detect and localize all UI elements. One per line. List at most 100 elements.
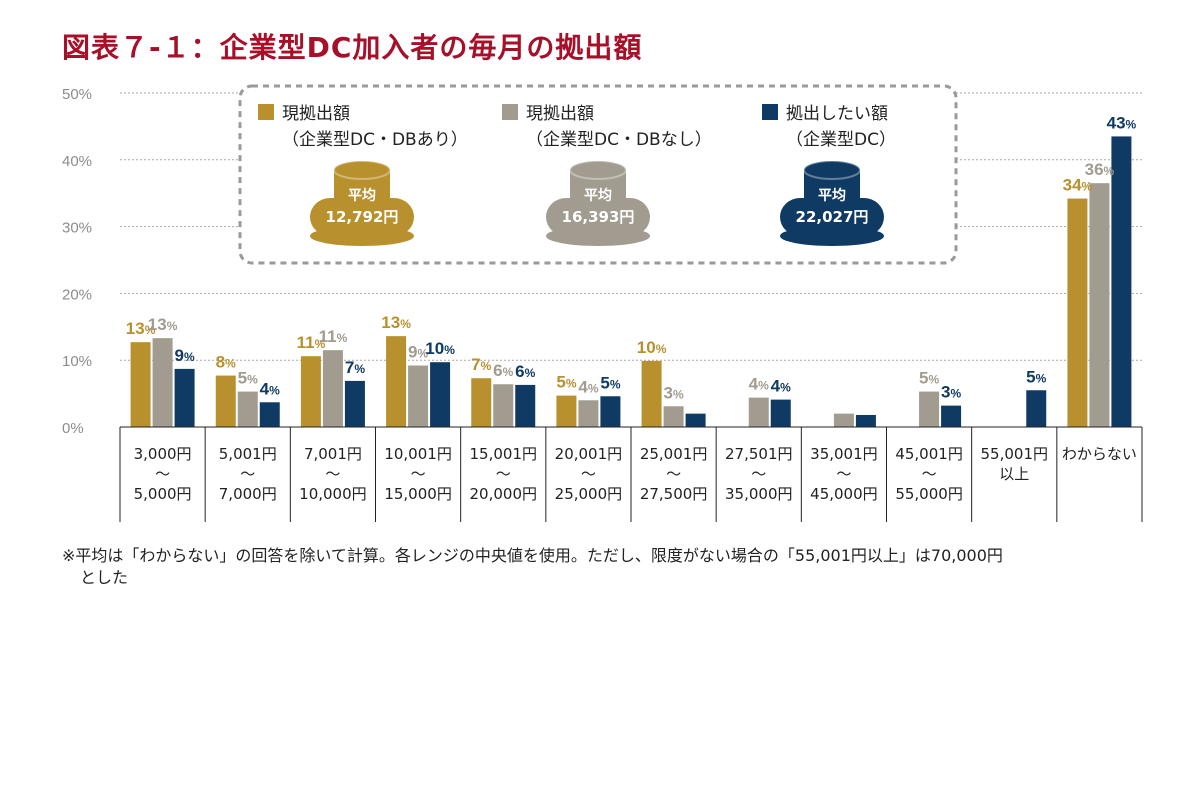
x-tick-label: 45,001円 <box>895 445 963 463</box>
coin-bottom-edge <box>546 226 650 246</box>
footnote-line-2: とした <box>80 568 129 587</box>
footnote-line-1: ※平均は「わからない」の回答を除いて計算。各レンジの中央値を使用。ただし、限度が… <box>62 546 1003 565</box>
x-tick-label: 15,001円 <box>470 445 538 463</box>
data-label: 5% <box>919 369 939 388</box>
x-tick-label: 3,000円 <box>134 445 192 463</box>
bar <box>430 362 451 427</box>
data-label: 10% <box>637 338 667 357</box>
bar <box>578 400 599 427</box>
bar <box>344 380 365 427</box>
coin-top-face <box>803 160 861 180</box>
coin-top-face <box>569 160 627 180</box>
data-label: 6% <box>493 361 513 380</box>
y-tick-label: 30% <box>62 220 92 237</box>
grid-layer: 0% 10% 20% 30% 40% 50% <box>62 86 1142 437</box>
y-tick-label: 50% <box>62 86 92 103</box>
data-label: 5% <box>556 373 576 392</box>
x-tick-label: ～ <box>581 465 596 483</box>
coin-top-edge <box>570 202 626 218</box>
data-label: 9% <box>408 343 428 362</box>
bar <box>215 375 236 427</box>
legend: 現拠出額 （企業型DC・DBあり） 平均 12,792円 現拠出額 （企業型DC・DBなし… <box>238 84 958 265</box>
coin-top-face <box>333 160 391 180</box>
legend-swatch <box>502 104 518 120</box>
data-label: 11% <box>319 327 348 346</box>
x-tick-label: 55,001円 <box>981 445 1049 463</box>
bar <box>322 350 343 427</box>
data-label: 4% <box>749 375 769 394</box>
x-tick-label: 7,001円 <box>304 445 362 463</box>
coin-average-label: 平均 <box>818 187 846 204</box>
data-labels-layer: 13%8%11%13%7%5%10%34%13%5%11%9%6%4% 3%4% 5… <box>126 113 1137 402</box>
data-label: 6% <box>515 362 535 381</box>
bar <box>833 413 854 427</box>
x-tick-label: ～ <box>751 465 766 483</box>
x-tick-label: ～ <box>666 465 681 483</box>
legend-sublabel: （企業型DC・DBあり） <box>282 130 468 150</box>
bar <box>515 384 536 427</box>
legend-swatch <box>258 104 274 120</box>
x-tick-label: わからない <box>1062 445 1137 463</box>
data-label: 3% <box>941 383 961 402</box>
page-title: 図表７-１：企業型DC加入者の毎月の拠出額 <box>62 31 643 64</box>
bar <box>600 396 621 427</box>
legend-swatch <box>762 104 778 120</box>
data-label: 34% <box>1063 176 1093 195</box>
bar <box>471 378 492 427</box>
data-label: 4% <box>771 377 791 396</box>
coin-stack-icon <box>780 160 884 246</box>
data-label: 5% <box>1026 367 1046 386</box>
coin-average-label: 平均 <box>348 187 376 204</box>
x-axis-layer: 3,000円 ～ 5,000円 5,001円 ～ 7,000円 7,001円 ～ 10,000円… <box>119 426 1143 522</box>
x-tick-label: ～ <box>836 465 851 483</box>
bar <box>1089 183 1110 427</box>
data-label: 9% <box>175 346 195 365</box>
y-tick-label: 20% <box>62 286 92 303</box>
bar <box>556 395 577 427</box>
x-tick-label: 5,000円 <box>134 485 192 503</box>
bar <box>493 384 514 427</box>
bar <box>174 368 195 427</box>
bar <box>685 413 706 427</box>
legend-sublabel: （企業型DC・DBなし） <box>526 130 712 150</box>
bar <box>259 402 280 427</box>
x-tick-label: 20,000円 <box>470 485 538 503</box>
bar <box>152 338 173 427</box>
x-tick-label: ～ <box>155 465 170 483</box>
x-tick-label: 27,501円 <box>725 445 793 463</box>
data-label: 13% <box>381 313 411 332</box>
bars-layer <box>130 136 1132 428</box>
y-tick-label: 40% <box>62 153 92 170</box>
bar <box>855 414 876 427</box>
bar <box>748 397 769 427</box>
data-label: 4% <box>578 377 598 396</box>
x-tick-label: ～ <box>922 465 937 483</box>
x-tick-label: 35,001円 <box>810 445 878 463</box>
data-label: 13% <box>148 315 178 334</box>
coin-top-edge <box>334 202 390 218</box>
coin-stack-icon <box>546 160 650 246</box>
x-tick-label: ～ <box>496 465 511 483</box>
x-tick-label: 20,001円 <box>555 445 623 463</box>
x-tick-label: 10,001円 <box>384 445 452 463</box>
legend-label: 現拠出額 <box>282 104 350 124</box>
data-label: 43% <box>1107 113 1137 132</box>
bar <box>1111 136 1132 428</box>
legend-sublabel: （企業型DC） <box>786 130 896 150</box>
coin-average-value: 16,393円 <box>562 208 635 226</box>
bar <box>300 356 321 427</box>
coin-bottom-edge <box>310 226 414 246</box>
x-tick-label: 35,000円 <box>725 485 793 503</box>
legend-label: 現拠出額 <box>526 104 594 124</box>
bar <box>919 391 940 427</box>
x-tick-label: 45,000円 <box>810 485 878 503</box>
data-label: 7% <box>345 358 365 377</box>
data-label: 13% <box>126 319 156 338</box>
bar <box>770 399 791 427</box>
chart: 0% 10% 20% 30% 40% 50% 13% 8% 11% 13% 7% 5% 10% 34% 1… <box>62 84 1143 522</box>
x-tick-label: 25,001円 <box>640 445 708 463</box>
x-tick-label: ～ <box>325 465 340 483</box>
x-tick-label: 15,000円 <box>384 485 452 503</box>
coin-average-label: 平均 <box>584 187 612 204</box>
x-tick-label: 以上 <box>999 465 1029 483</box>
